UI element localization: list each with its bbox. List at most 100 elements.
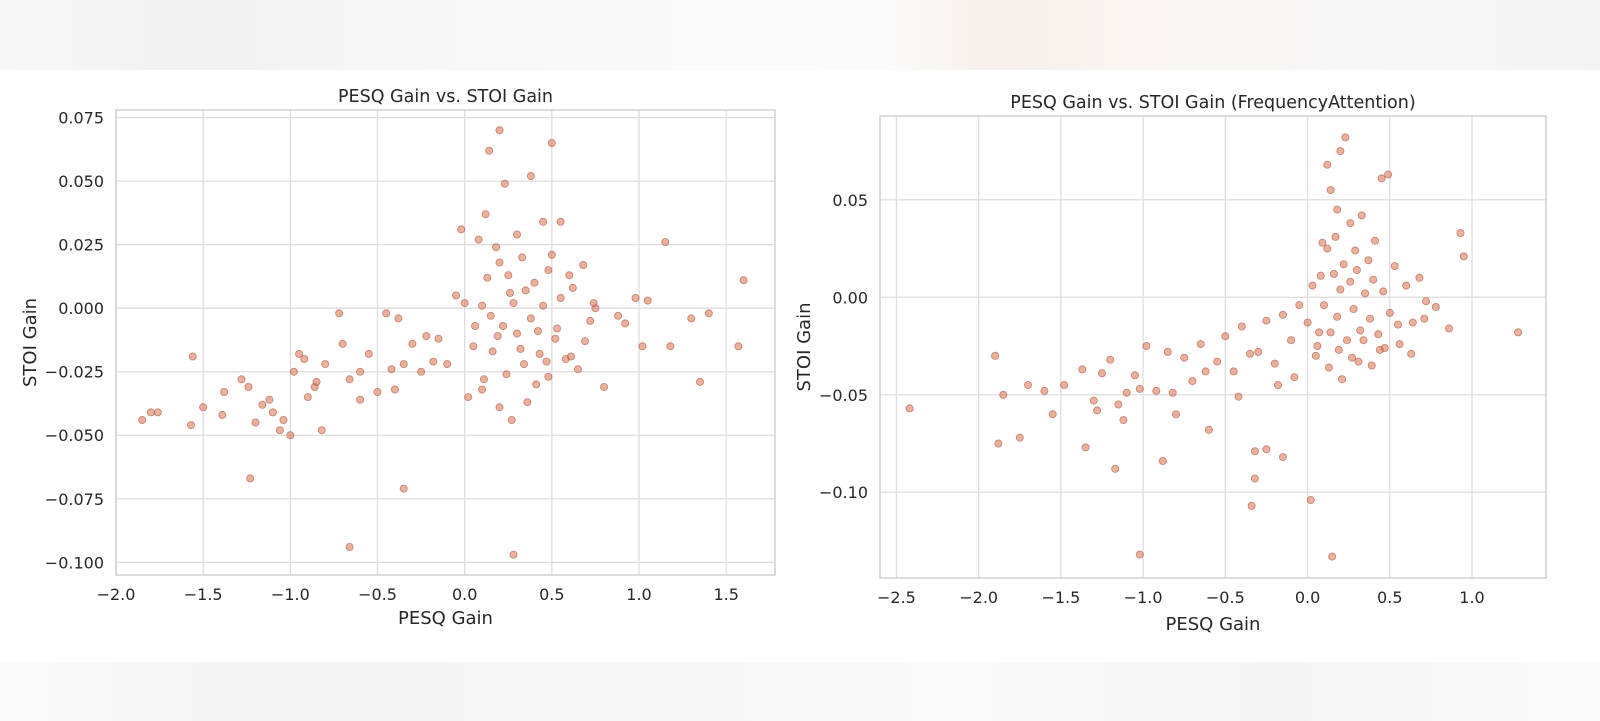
data-point	[1262, 316, 1271, 325]
data-point	[1334, 345, 1343, 354]
background-band-bottom	[0, 662, 1600, 721]
data-point	[520, 360, 529, 369]
data-point	[1313, 341, 1322, 350]
data-point	[1361, 289, 1370, 298]
data-point	[518, 253, 527, 262]
data-point	[544, 372, 553, 381]
data-point	[478, 385, 487, 394]
data-point	[509, 299, 518, 308]
data-point	[551, 334, 560, 343]
data-point	[1415, 273, 1424, 282]
data-point	[1374, 330, 1383, 339]
data-point	[469, 342, 478, 351]
gridlines	[880, 116, 1546, 578]
data-point	[1311, 351, 1320, 360]
data-point	[556, 293, 565, 302]
data-point	[390, 385, 399, 394]
data-point	[1250, 474, 1259, 483]
data-point	[451, 291, 460, 300]
data-points	[138, 126, 748, 559]
data-point	[521, 286, 530, 295]
data-point	[146, 408, 155, 417]
data-point	[345, 375, 354, 384]
data-point	[1237, 322, 1246, 331]
data-point	[237, 375, 246, 384]
data-point	[505, 288, 514, 297]
data-point	[1135, 384, 1144, 393]
data-point	[498, 321, 507, 330]
data-point	[1158, 456, 1167, 465]
data-point	[1385, 308, 1394, 317]
data-point	[523, 398, 532, 407]
data-point	[1278, 310, 1287, 319]
data-point	[532, 380, 541, 389]
data-point	[631, 293, 640, 302]
data-point	[1122, 388, 1131, 397]
data-point	[1315, 328, 1324, 337]
x-tick-label: 0.5	[1377, 588, 1402, 607]
x-axis-label: PESQ Gain	[398, 608, 493, 629]
data-point	[394, 314, 403, 323]
data-point	[513, 329, 522, 338]
data-point	[516, 344, 525, 353]
scatter-chart-left: −2.0 −1.5 −1.0 −0.5 0.0 0.5 1.0 1.5 −0.100 −0.07…	[20, 87, 776, 629]
data-point	[638, 342, 647, 351]
data-point	[1196, 340, 1205, 349]
data-point	[399, 360, 408, 369]
data-point	[317, 426, 326, 435]
y-tick-label: −0.075	[45, 490, 104, 509]
data-point	[1346, 277, 1355, 286]
data-point	[1379, 287, 1388, 296]
data-point	[568, 283, 577, 292]
data-point	[574, 365, 583, 374]
data-point	[581, 337, 590, 346]
y-tick-label: 0.050	[58, 172, 104, 191]
data-point	[1402, 281, 1411, 290]
data-point	[1341, 133, 1350, 142]
data-point	[1247, 501, 1256, 510]
data-point	[1172, 410, 1181, 419]
data-point	[1328, 552, 1337, 561]
y-tick-label: −0.10	[819, 483, 868, 502]
data-point	[1364, 256, 1373, 265]
x-axis-label: PESQ Gain	[1166, 614, 1261, 635]
data-point	[483, 273, 492, 282]
data-point	[614, 311, 623, 320]
y-tick-label: −0.050	[45, 426, 104, 445]
data-point	[687, 314, 696, 323]
data-point	[279, 415, 288, 424]
data-point	[1250, 447, 1259, 456]
data-point	[1106, 355, 1115, 364]
x-tick-label: −1.0	[271, 585, 310, 604]
data-point	[1320, 301, 1329, 310]
data-point	[1324, 363, 1333, 372]
data-point	[485, 146, 494, 155]
data-point	[1445, 324, 1454, 333]
data-point	[1459, 252, 1468, 261]
data-point	[1338, 375, 1347, 384]
data-point	[1130, 371, 1139, 380]
x-tick-label: 0.5	[539, 585, 564, 604]
data-point	[1384, 170, 1393, 179]
data-point	[1354, 357, 1363, 366]
data-point	[286, 431, 295, 440]
x-tick-label: 1.5	[713, 585, 738, 604]
data-point	[1323, 244, 1332, 253]
data-point	[1234, 392, 1243, 401]
data-points	[905, 133, 1523, 561]
background-band-top	[0, 0, 1600, 70]
data-point	[739, 276, 748, 285]
data-point	[600, 382, 609, 391]
data-point	[387, 365, 396, 374]
y-tick-label: −0.05	[819, 386, 868, 405]
y-tick-label: 0.000	[58, 299, 104, 318]
data-point	[1408, 318, 1417, 327]
data-point	[244, 382, 253, 391]
plot-area	[116, 110, 775, 575]
x-tick-label: −1.5	[1041, 588, 1080, 607]
data-point	[504, 271, 513, 280]
data-point	[1359, 336, 1368, 345]
data-point	[486, 311, 495, 320]
data-point	[246, 474, 255, 483]
data-point	[661, 238, 670, 247]
